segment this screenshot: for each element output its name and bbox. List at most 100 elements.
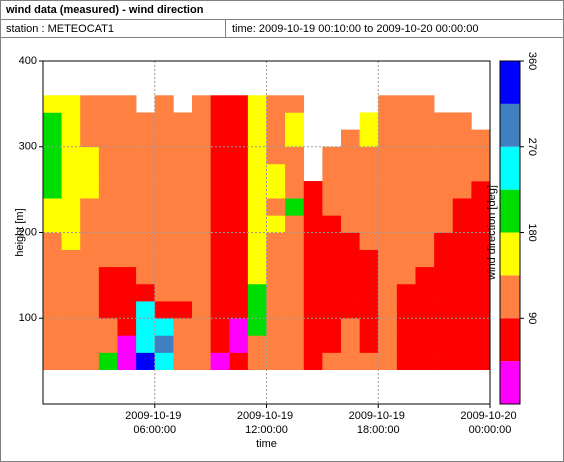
y-tick-label: 200 <box>19 226 37 238</box>
heat-cell <box>471 215 491 233</box>
heat-cell <box>173 335 193 353</box>
heat-cell <box>285 215 305 233</box>
heat-cell <box>359 352 379 370</box>
heat-cell <box>117 198 137 216</box>
heat-cell <box>80 95 100 113</box>
heat-cell <box>266 181 286 199</box>
heat-cell <box>378 301 398 319</box>
heat-cell <box>452 266 472 285</box>
heat-cell <box>378 181 398 199</box>
heat-cell <box>247 146 267 165</box>
heat-cell <box>341 249 360 268</box>
heat-cell <box>173 283 193 302</box>
heat-cell <box>266 146 286 165</box>
heat-cell <box>396 352 416 370</box>
heat-cell <box>415 129 435 148</box>
heat-cell <box>285 95 305 113</box>
heat-cell <box>136 146 156 165</box>
heat-cell <box>434 352 454 370</box>
heat-cell <box>322 301 342 319</box>
heat-cell <box>80 112 100 130</box>
heat-cell <box>80 266 100 285</box>
heat-cell <box>359 335 379 353</box>
heat-cell <box>471 129 491 148</box>
heat-cell <box>285 129 305 148</box>
heat-cell <box>285 146 305 165</box>
colorbar-tick-label: 180 <box>526 223 538 241</box>
heat-cell <box>415 198 435 216</box>
heat-cell <box>229 301 249 319</box>
heat-cell <box>322 215 342 233</box>
heat-cell <box>61 95 81 113</box>
heat-cell <box>192 232 211 250</box>
heat-cell <box>415 181 435 199</box>
heat-cell <box>396 283 416 302</box>
heat-cell <box>117 249 137 268</box>
heat-cell <box>229 318 249 336</box>
heat-cell <box>415 163 435 182</box>
heat-cell <box>266 163 286 182</box>
heat-cell <box>303 232 323 250</box>
y-tick-label: 400 <box>19 55 37 67</box>
heat-cell <box>80 163 100 182</box>
x-axis-label: time <box>256 438 277 450</box>
heat-cell <box>303 249 323 268</box>
heat-cell <box>341 215 360 233</box>
heat-cell <box>452 352 472 370</box>
heat-cell <box>173 215 193 233</box>
heat-cell <box>61 129 81 148</box>
heat-cell <box>285 352 305 370</box>
heat-cell <box>43 318 62 336</box>
heat-cell <box>61 266 81 285</box>
heat-cell <box>98 352 118 370</box>
heat-cell <box>173 146 193 165</box>
heat-cell <box>136 163 156 182</box>
heat-cell <box>61 232 81 250</box>
heat-cell <box>229 249 249 268</box>
heat-cell <box>378 215 398 233</box>
heat-cell <box>396 112 416 130</box>
heat-cell <box>396 129 416 148</box>
heat-cell <box>210 335 230 353</box>
heat-cell <box>136 318 156 336</box>
heat-cell <box>80 352 100 370</box>
heat-cell <box>341 352 360 370</box>
heat-cell <box>98 232 118 250</box>
heat-cell <box>98 215 118 233</box>
heat-cell <box>247 335 267 353</box>
heat-cell <box>229 181 249 199</box>
y-tick-label: 300 <box>19 141 37 153</box>
heat-cell <box>471 163 491 182</box>
heat-cell <box>43 215 62 233</box>
heat-cell <box>303 301 323 319</box>
heat-cell <box>285 163 305 182</box>
heat-cell <box>378 146 398 165</box>
heat-cell <box>247 318 267 336</box>
heat-cell <box>471 198 491 216</box>
heat-cell <box>415 301 435 319</box>
heat-cell <box>98 163 118 182</box>
colorbar-tick-label: 360 <box>526 52 538 70</box>
heat-cell <box>471 232 491 250</box>
heat-cell <box>43 249 62 268</box>
heat-cell <box>247 129 267 148</box>
heat-cell <box>210 198 230 216</box>
heat-cell <box>285 232 305 250</box>
heat-cell <box>154 249 174 268</box>
heat-cell <box>210 95 230 113</box>
heat-cell <box>117 266 137 285</box>
colorbar-tick-label: 90 <box>526 312 538 324</box>
heat-cell <box>415 352 435 370</box>
heat-cell <box>173 112 193 130</box>
y-axis-label: height [m] <box>14 208 26 256</box>
heat-cell <box>341 232 360 250</box>
heat-cell <box>322 146 342 165</box>
time-range: time: 2009-10-19 00:10:00 to 2009-10-20 … <box>232 23 478 35</box>
heat-cell <box>247 181 267 199</box>
heat-cell <box>210 146 230 165</box>
heat-cell <box>322 249 342 268</box>
heat-cell <box>359 181 379 199</box>
heat-cell <box>43 112 62 130</box>
colorbar-band <box>500 318 520 362</box>
heat-cell <box>415 266 435 285</box>
